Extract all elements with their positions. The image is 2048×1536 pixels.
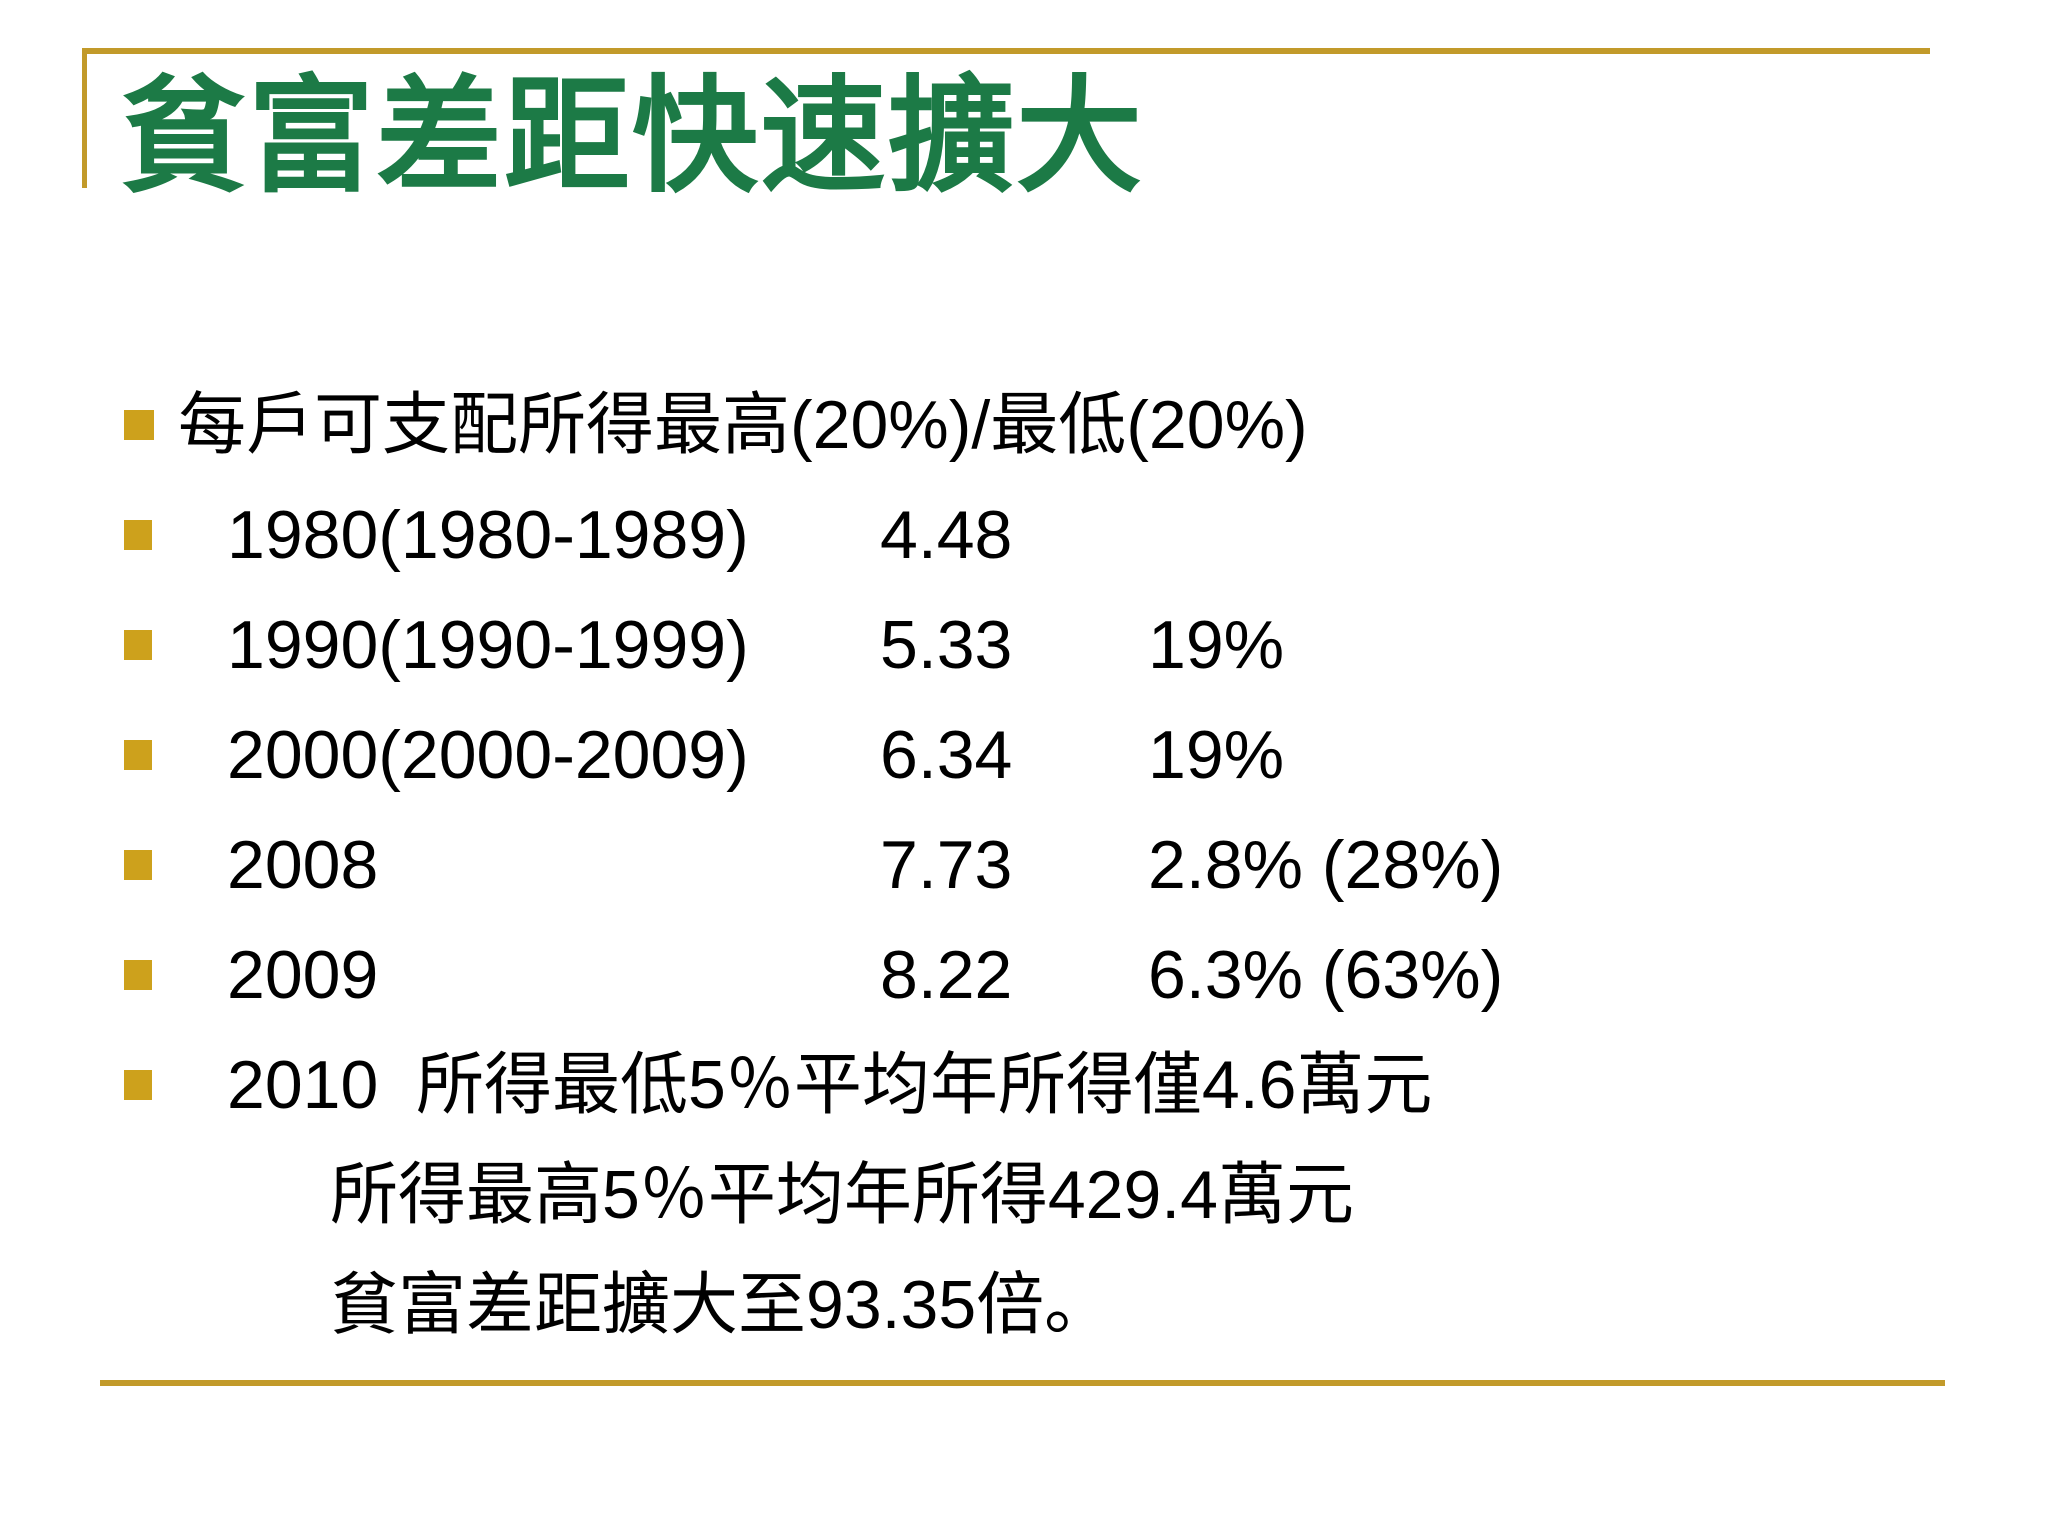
row-label: 貧富差距擴大至93.35倍。 <box>330 1267 1113 1343</box>
list-item-1990: 1990(1990-1999) 5.33 19% <box>0 590 2048 700</box>
row-label: 2008 <box>227 827 379 903</box>
row-label: 1980(1980-1989) <box>227 497 749 573</box>
row-value: 5.33 <box>880 607 1013 683</box>
bullet-square-icon <box>124 1070 152 1100</box>
bullet-square-icon <box>124 520 152 550</box>
bullet-square-icon <box>124 630 152 660</box>
row-label: 每戶可支配所得最高(20%)/最低(20%) <box>178 387 1308 463</box>
list-item-2009: 2009 8.22 6.3% (63%) <box>0 920 2048 1030</box>
row-percent: 19% <box>1148 607 1285 683</box>
bullet-square-icon <box>124 960 152 990</box>
list-item-header: 每戶可支配所得最高(20%)/最低(20%) <box>0 370 2048 480</box>
left-border-line <box>82 48 87 188</box>
bullet-square-icon <box>124 410 154 440</box>
row-label: 2000(2000-2009) <box>227 717 749 793</box>
slide-body: 每戶可支配所得最高(20%)/最低(20%) 1980(1980-1989) 4… <box>0 370 2048 1360</box>
list-item-continuation-2: 貧富差距擴大至93.35倍。 <box>0 1250 2048 1360</box>
row-label: 2010 所得最低5％平均年所得僅4.6萬元 <box>227 1047 1433 1123</box>
row-label: 2009 <box>227 937 379 1013</box>
row-value: 6.34 <box>880 717 1013 793</box>
list-item-2008: 2008 7.73 2.8% (28%) <box>0 810 2048 920</box>
row-label: 1990(1990-1999) <box>227 607 749 683</box>
bullet-square-icon <box>124 740 152 770</box>
list-item-2000: 2000(2000-2009) 6.34 19% <box>0 700 2048 810</box>
row-value: 4.48 <box>880 497 1013 573</box>
top-border-line <box>82 48 1930 54</box>
slide-title: 貧富差距快速擴大 <box>120 69 1144 208</box>
row-value: 8.22 <box>880 937 1013 1013</box>
bullet-square-icon <box>124 850 152 880</box>
row-label: 所得最高5％平均年所得429.4萬元 <box>330 1157 1354 1233</box>
row-percent: 19% <box>1148 717 1285 793</box>
row-percent: 2.8% (28%) <box>1148 827 1504 903</box>
row-percent: 6.3% (63%) <box>1148 937 1504 1013</box>
list-item-continuation-1: 所得最高5％平均年所得429.4萬元 <box>0 1140 2048 1250</box>
row-value: 7.73 <box>880 827 1013 903</box>
list-item-1980: 1980(1980-1989) 4.48 <box>0 480 2048 590</box>
bottom-border-line <box>100 1380 1945 1386</box>
list-item-2010: 2010 所得最低5％平均年所得僅4.6萬元 <box>0 1030 2048 1140</box>
